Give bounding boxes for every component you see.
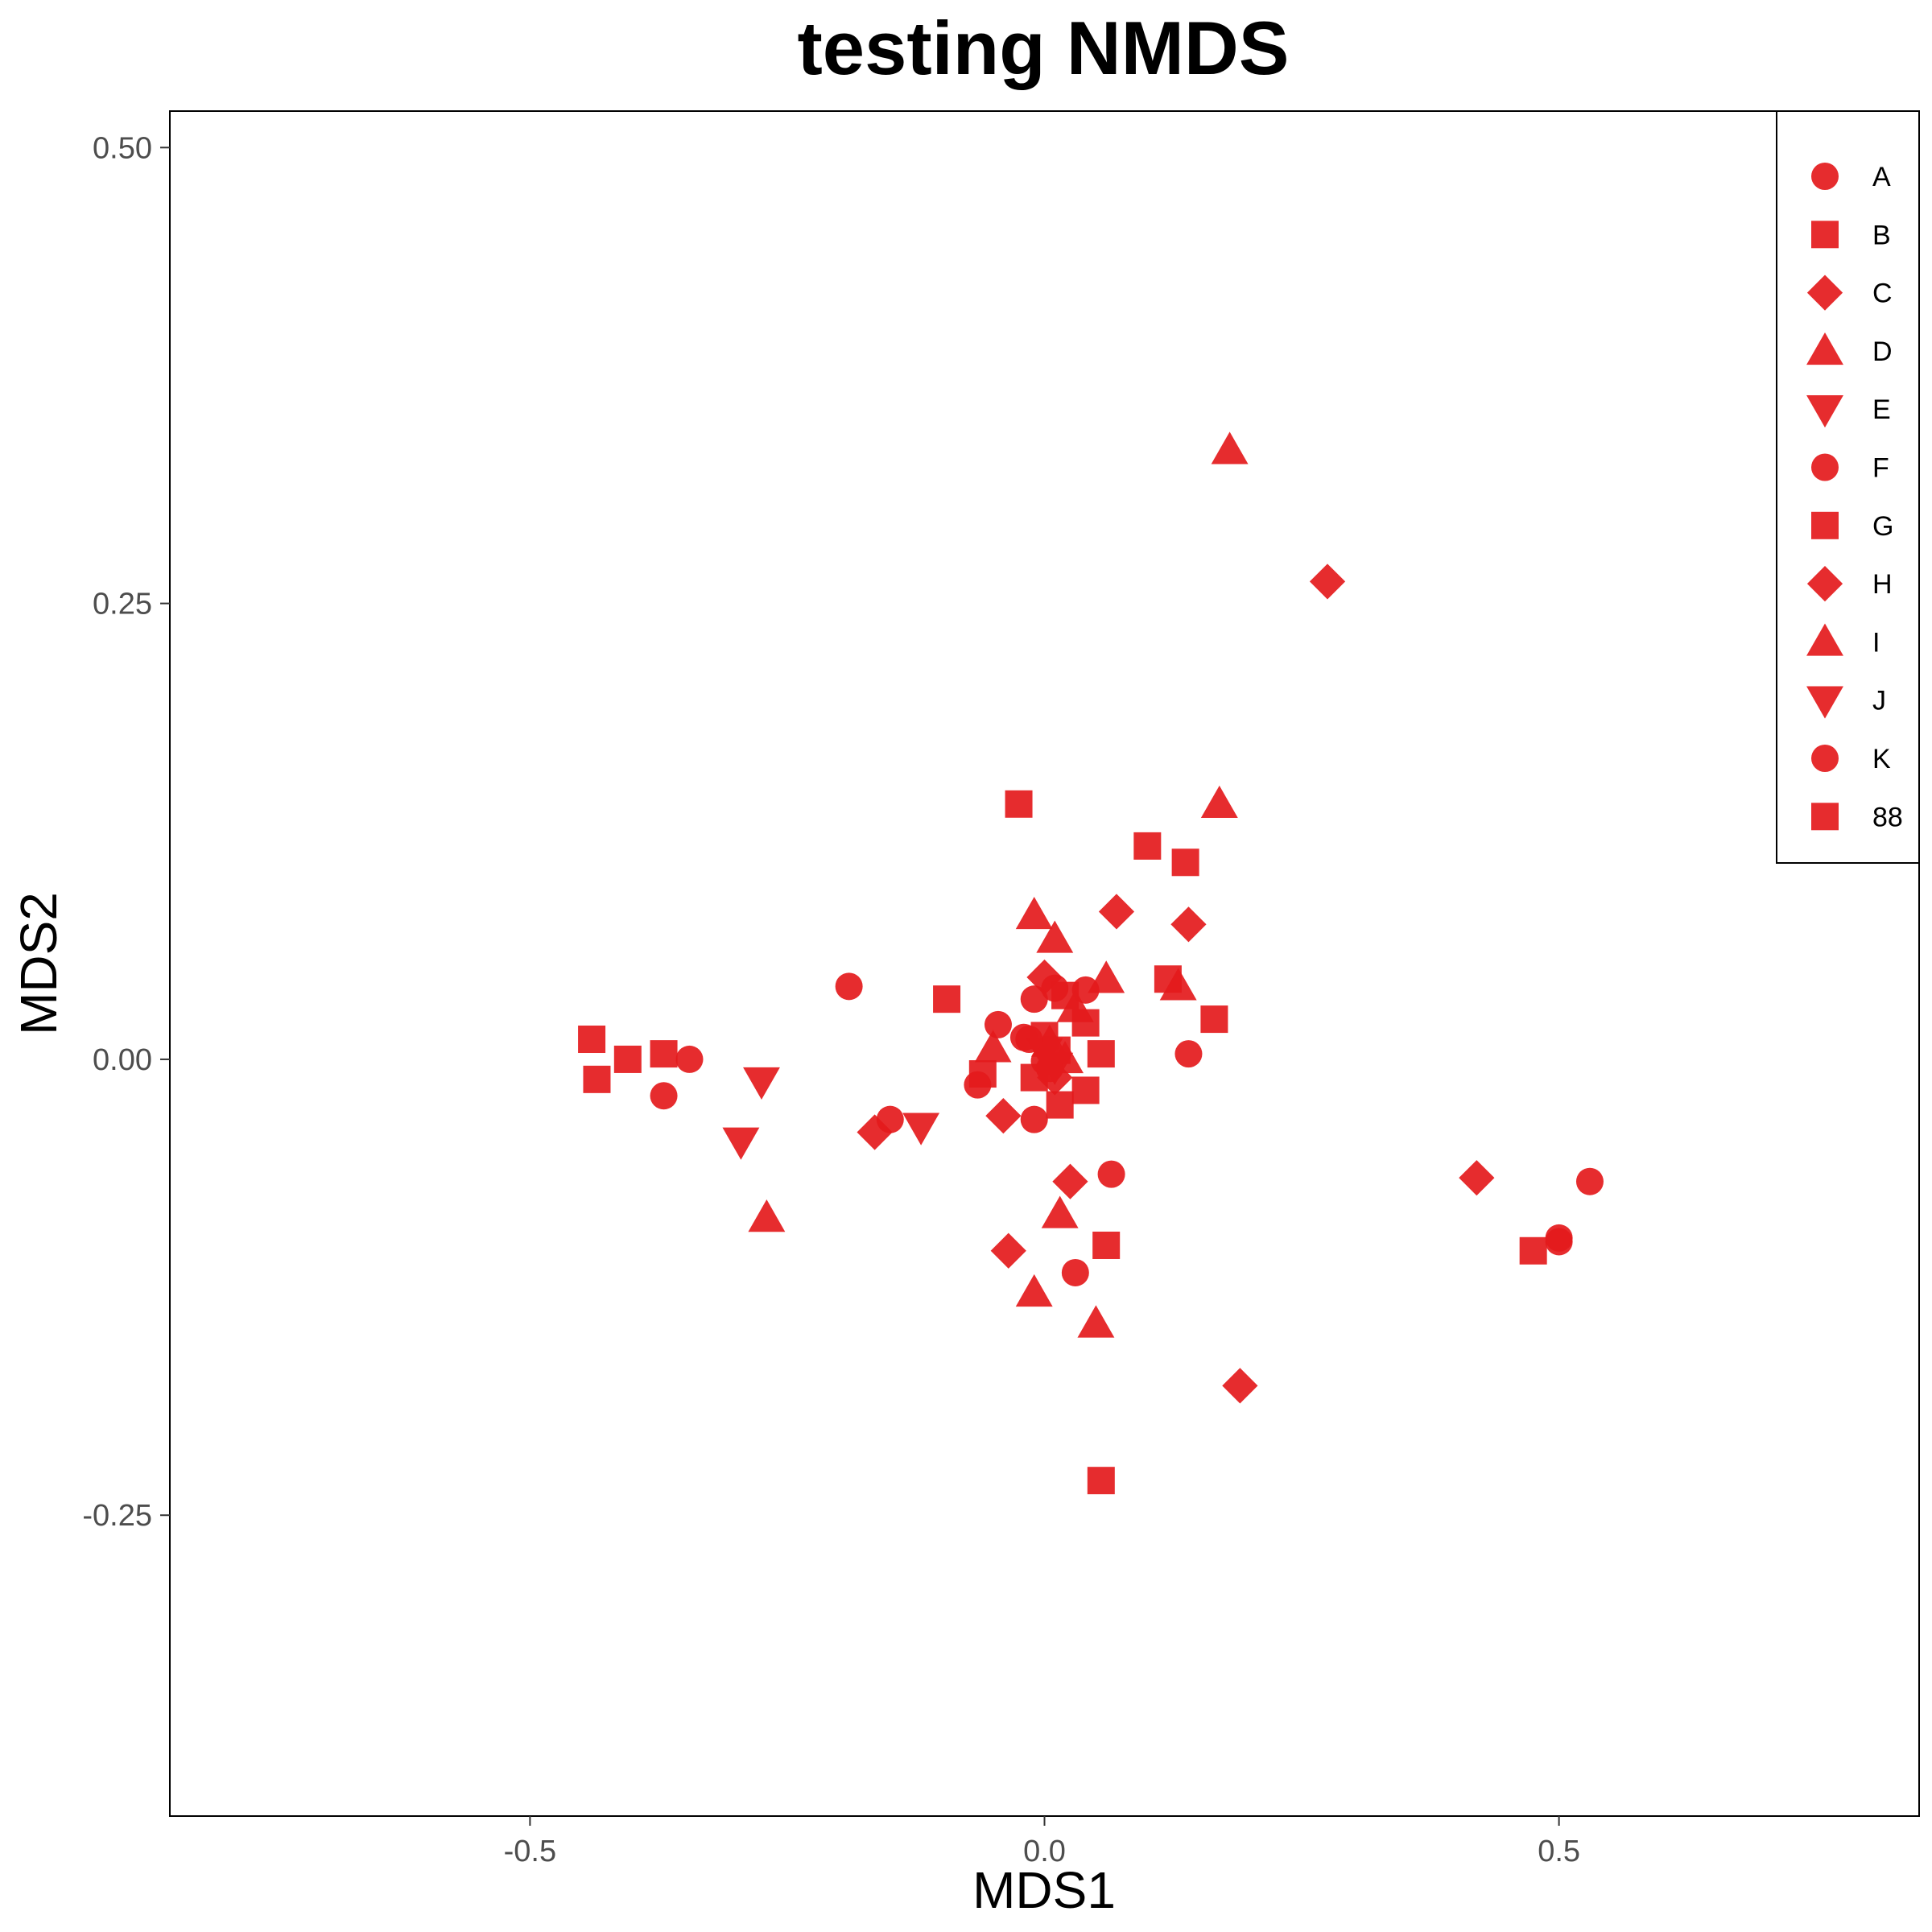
legend-label-I: I bbox=[1872, 627, 1880, 658]
legend-key-G bbox=[1811, 511, 1839, 539]
data-point-D bbox=[1211, 431, 1249, 464]
data-point-88 bbox=[1042, 1036, 1071, 1064]
data-point-D bbox=[1077, 1305, 1115, 1338]
data-point-G bbox=[1087, 1040, 1115, 1068]
data-point-D bbox=[1200, 785, 1238, 819]
y-tick-label: 0.50 bbox=[93, 131, 152, 165]
x-axis-label: MDS1 bbox=[972, 1861, 1116, 1919]
data-point-F bbox=[1020, 985, 1048, 1013]
data-points bbox=[578, 431, 1604, 1495]
data-point-B bbox=[583, 1065, 611, 1093]
data-point-C bbox=[1222, 1368, 1258, 1404]
legend-key-F bbox=[1811, 453, 1839, 481]
data-point-A bbox=[835, 972, 863, 1001]
axis-ticks: -0.5 0.0 0.5 -0.25 0.00 0.25 0.50 bbox=[82, 131, 1580, 1868]
data-point-A bbox=[1174, 1040, 1203, 1068]
data-point-G bbox=[1046, 1091, 1074, 1119]
legend-key-E bbox=[1806, 394, 1843, 428]
legend-key-A bbox=[1811, 163, 1839, 190]
x-tick-label: 0.0 bbox=[1023, 1835, 1066, 1868]
legend-label-K: K bbox=[1872, 744, 1891, 774]
legend-box bbox=[1776, 110, 1920, 864]
y-tick-label: -0.25 bbox=[82, 1499, 152, 1533]
data-point-C bbox=[985, 1098, 1022, 1134]
legend-key-88 bbox=[1811, 803, 1839, 831]
legend-key-I bbox=[1806, 623, 1843, 656]
data-point-D bbox=[1036, 920, 1074, 953]
data-point-G bbox=[968, 1060, 997, 1088]
legend-label-88: 88 bbox=[1872, 802, 1903, 832]
legend-label-D: D bbox=[1872, 336, 1893, 367]
data-point-F bbox=[1020, 1105, 1048, 1133]
legend-label-B: B bbox=[1872, 220, 1891, 250]
legend-key-K bbox=[1811, 745, 1839, 772]
data-point-K bbox=[1015, 1026, 1043, 1054]
legend-label-H: H bbox=[1872, 569, 1893, 600]
y-axis-label: MDS2 bbox=[10, 892, 68, 1035]
data-point-A bbox=[675, 1045, 704, 1073]
legend-key-C bbox=[1806, 275, 1843, 311]
x-tick-label: -0.5 bbox=[504, 1835, 556, 1868]
legend-label-A: A bbox=[1872, 162, 1891, 192]
data-point-I bbox=[1056, 989, 1094, 1022]
data-point-G bbox=[1087, 1467, 1115, 1495]
y-tick-label: 0.25 bbox=[93, 588, 152, 621]
data-point-G bbox=[1071, 1076, 1100, 1104]
x-tick-label: 0.5 bbox=[1538, 1835, 1580, 1868]
data-point-F bbox=[1545, 1228, 1573, 1256]
data-point-C bbox=[990, 1232, 1026, 1269]
legend-key-D bbox=[1806, 332, 1843, 365]
legend-key-J bbox=[1806, 686, 1843, 719]
legend-label-E: E bbox=[1872, 394, 1891, 425]
data-point-A bbox=[1097, 1160, 1125, 1188]
y-tick-label: 0.00 bbox=[93, 1043, 152, 1077]
legend-label-C: C bbox=[1872, 279, 1893, 309]
data-point-C bbox=[1459, 1160, 1495, 1196]
legend-key-H bbox=[1806, 566, 1843, 602]
data-point-C bbox=[1052, 1163, 1088, 1199]
data-point-F bbox=[1061, 1258, 1089, 1286]
data-point-E bbox=[902, 1113, 940, 1146]
data-point-F bbox=[984, 1010, 1012, 1038]
data-point-G bbox=[1154, 965, 1182, 993]
data-point-H bbox=[1026, 959, 1063, 996]
data-point-D bbox=[1015, 897, 1053, 930]
data-point-H bbox=[857, 1114, 893, 1150]
data-point-E bbox=[722, 1127, 760, 1160]
chart-title: testing NMDS bbox=[798, 6, 1290, 90]
data-point-G bbox=[933, 985, 961, 1013]
legend-label-G: G bbox=[1872, 511, 1893, 542]
data-point-C bbox=[1309, 564, 1346, 600]
legend-key-B bbox=[1811, 221, 1839, 249]
data-point-B bbox=[613, 1045, 642, 1073]
data-point-G bbox=[1519, 1236, 1547, 1265]
data-point-D bbox=[1015, 1274, 1053, 1307]
legend-label-F: F bbox=[1872, 453, 1889, 484]
data-point-B bbox=[1200, 1005, 1228, 1034]
data-point-C bbox=[1098, 894, 1135, 930]
data-point-B bbox=[650, 1040, 678, 1068]
data-point-I bbox=[748, 1199, 786, 1232]
data-point-B bbox=[1133, 832, 1162, 860]
data-point-E bbox=[743, 1067, 780, 1100]
data-point-D bbox=[974, 1030, 1012, 1063]
data-point-B bbox=[1005, 790, 1033, 818]
data-point-A bbox=[650, 1082, 678, 1110]
data-point-B bbox=[578, 1026, 606, 1054]
data-point-A bbox=[1575, 1167, 1604, 1195]
data-point-C bbox=[1170, 906, 1207, 943]
data-point-D bbox=[1041, 1195, 1079, 1228]
data-point-B bbox=[1171, 848, 1199, 877]
legend-label-J: J bbox=[1872, 686, 1886, 716]
data-point-G bbox=[1092, 1231, 1121, 1259]
